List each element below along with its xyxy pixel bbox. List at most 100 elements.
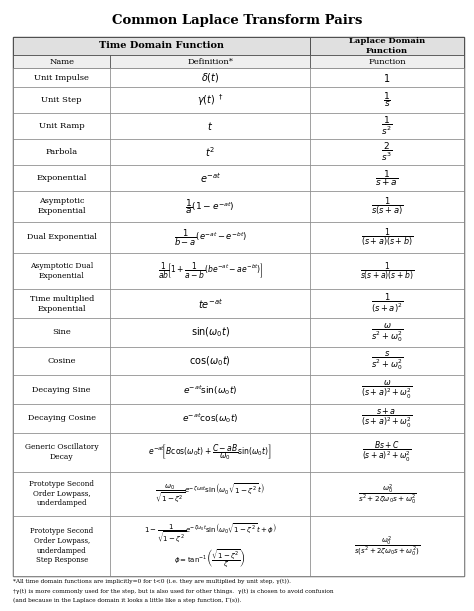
Bar bbox=[310, 346, 464, 375]
Text: Unit Impulse: Unit Impulse bbox=[34, 73, 89, 81]
Bar bbox=[13, 191, 110, 222]
Bar bbox=[110, 222, 310, 253]
Bar bbox=[310, 253, 464, 290]
Bar bbox=[310, 433, 464, 472]
Text: †γ(t) is more commonly used for the step, but is also used for other things.  γ(: †γ(t) is more commonly used for the step… bbox=[13, 588, 334, 594]
Bar bbox=[13, 516, 110, 576]
Bar bbox=[110, 87, 310, 112]
Text: $e^{-at}\sin(\omega_0 t)$: $e^{-at}\sin(\omega_0 t)$ bbox=[183, 382, 237, 397]
Text: Laplace Domain
Function: Laplace Domain Function bbox=[349, 37, 425, 55]
Text: $\dfrac{1}{s(s+a)(s+b)}$: $\dfrac{1}{s(s+a)(s+b)}$ bbox=[360, 260, 414, 282]
Bar bbox=[13, 253, 110, 290]
Text: Dual Exponential: Dual Exponential bbox=[27, 233, 97, 241]
Text: $\dfrac{s+a}{(s+a)^2+\omega_0^2}$: $\dfrac{s+a}{(s+a)^2+\omega_0^2}$ bbox=[361, 406, 413, 430]
Text: $\dfrac{\omega_0^2}{s(s^2+2\zeta\omega_0 s+\omega_0^2)}$: $\dfrac{\omega_0^2}{s(s^2+2\zeta\omega_0… bbox=[354, 534, 420, 558]
Text: $\dfrac{1}{(s+a)(s+b)}$: $\dfrac{1}{(s+a)(s+b)}$ bbox=[361, 227, 413, 248]
Text: $\dfrac{Bs+C}{(s+a)^2+\omega_0^2}$: $\dfrac{Bs+C}{(s+a)^2+\omega_0^2}$ bbox=[362, 440, 412, 464]
Text: Time Domain Function: Time Domain Function bbox=[100, 42, 224, 50]
Text: Asymptotic
Exponential: Asymptotic Exponential bbox=[37, 197, 86, 215]
Bar bbox=[310, 318, 464, 346]
Text: $e^{-at}\cos(\omega_0 t)$: $e^{-at}\cos(\omega_0 t)$ bbox=[182, 411, 238, 425]
Bar bbox=[13, 55, 110, 68]
Text: Exponential: Exponential bbox=[36, 174, 87, 181]
Bar bbox=[13, 112, 110, 139]
Bar bbox=[310, 222, 464, 253]
Bar bbox=[110, 191, 310, 222]
Bar bbox=[310, 139, 464, 164]
Text: $\dfrac{2}{s^3}$: $\dfrac{2}{s^3}$ bbox=[382, 141, 392, 163]
Text: $\dfrac{\omega_0^2}{s^2+2\zeta\omega_0 s+\omega_0^2}$: $\dfrac{\omega_0^2}{s^2+2\zeta\omega_0 s… bbox=[357, 481, 417, 505]
Bar bbox=[110, 433, 310, 472]
Text: Generic Oscillatory
Decay: Generic Oscillatory Decay bbox=[25, 443, 99, 461]
Text: Decaying Sine: Decaying Sine bbox=[32, 386, 91, 393]
Text: $1$: $1$ bbox=[383, 71, 391, 84]
Bar bbox=[310, 68, 464, 87]
Bar bbox=[310, 290, 464, 318]
Bar bbox=[13, 472, 110, 516]
Text: $1-\dfrac{1}{\sqrt{1-\zeta^2}}e^{-\zeta\omega_0 t}\sin\!\left(\omega_0\sqrt{1-\z: $1-\dfrac{1}{\sqrt{1-\zeta^2}}e^{-\zeta\… bbox=[144, 521, 277, 570]
Bar bbox=[13, 164, 110, 191]
Bar bbox=[310, 55, 464, 68]
Text: $\cos(\omega_0 t)$: $\cos(\omega_0 t)$ bbox=[190, 354, 231, 368]
Bar bbox=[310, 112, 464, 139]
Text: Unit Step: Unit Step bbox=[41, 96, 82, 104]
Bar bbox=[13, 346, 110, 375]
Bar bbox=[110, 112, 310, 139]
Text: *All time domain functions are implicitly=0 for t<0 (i.e. they are multiplied by: *All time domain functions are implicitl… bbox=[13, 579, 291, 584]
Text: $\sin(\omega_0 t)$: $\sin(\omega_0 t)$ bbox=[191, 326, 230, 339]
Text: Sine: Sine bbox=[52, 328, 71, 337]
Bar bbox=[13, 404, 110, 433]
Bar bbox=[13, 68, 110, 87]
Bar bbox=[110, 55, 310, 68]
Text: Prototype Second
Order Lowpass,
underdamped
Step Response: Prototype Second Order Lowpass, underdam… bbox=[30, 527, 93, 565]
Bar bbox=[13, 37, 310, 55]
Bar bbox=[310, 516, 464, 576]
Text: $\dfrac{1}{s+a}$: $\dfrac{1}{s+a}$ bbox=[375, 168, 399, 188]
Bar bbox=[110, 68, 310, 87]
Text: $te^{-at}$: $te^{-at}$ bbox=[198, 297, 223, 310]
Text: $e^{-at}\!\left[B\cos(\omega_0 t)+\dfrac{C-aB}{\omega_0}\sin(\omega_0 t)\right]$: $e^{-at}\!\left[B\cos(\omega_0 t)+\dfrac… bbox=[148, 442, 272, 462]
Text: $\dfrac{\omega_0}{\sqrt{1-\zeta^2}}e^{-\zeta\omega_0 t}\sin\!\left(\omega_0\sqrt: $\dfrac{\omega_0}{\sqrt{1-\zeta^2}}e^{-\… bbox=[155, 481, 265, 506]
Bar bbox=[110, 139, 310, 164]
Text: $\dfrac{\omega}{s^2+\omega_0^2}$: $\dfrac{\omega}{s^2+\omega_0^2}$ bbox=[371, 321, 403, 343]
Text: $\dfrac{\omega}{(s+a)^2+\omega_0^2}$: $\dfrac{\omega}{(s+a)^2+\omega_0^2}$ bbox=[361, 378, 413, 401]
Text: $\dfrac{1}{(s+a)^2}$: $\dfrac{1}{(s+a)^2}$ bbox=[371, 292, 403, 315]
Bar bbox=[110, 404, 310, 433]
Text: $t$: $t$ bbox=[207, 120, 213, 131]
Text: $\gamma(t)$ $^\dagger$: $\gamma(t)$ $^\dagger$ bbox=[197, 92, 224, 108]
Bar bbox=[110, 375, 310, 404]
Text: $\dfrac{1}{s}$: $\dfrac{1}{s}$ bbox=[383, 90, 391, 109]
Bar bbox=[13, 433, 110, 472]
Bar bbox=[110, 253, 310, 290]
Bar bbox=[310, 191, 464, 222]
Text: (and because in the Laplace domain it looks a little like a step function, Γ(s)): (and because in the Laplace domain it lo… bbox=[13, 598, 242, 604]
Text: Asymptotic Dual
Exponential: Asymptotic Dual Exponential bbox=[30, 262, 93, 280]
Text: $\dfrac{1}{s^2}$: $\dfrac{1}{s^2}$ bbox=[382, 114, 392, 137]
Text: $t^2$: $t^2$ bbox=[205, 145, 215, 158]
Bar bbox=[310, 164, 464, 191]
Bar bbox=[110, 164, 310, 191]
Bar bbox=[110, 516, 310, 576]
Text: Decaying Cosine: Decaying Cosine bbox=[27, 414, 96, 422]
Text: Time multiplied
Exponential: Time multiplied Exponential bbox=[29, 295, 94, 313]
Text: $e^{-at}$: $e^{-at}$ bbox=[200, 170, 221, 185]
Text: $\dfrac{1}{a}(1-e^{-at})$: $\dfrac{1}{a}(1-e^{-at})$ bbox=[185, 197, 235, 216]
Text: $\delta(t)$: $\delta(t)$ bbox=[201, 71, 219, 84]
Bar bbox=[110, 346, 310, 375]
Bar bbox=[310, 404, 464, 433]
Text: $\dfrac{1}{ab}\!\left[1+\dfrac{1}{a-b}\left(be^{-at}-ae^{-bt}\right)\right]$: $\dfrac{1}{ab}\!\left[1+\dfrac{1}{a-b}\l… bbox=[157, 261, 263, 282]
Bar bbox=[110, 290, 310, 318]
Bar bbox=[13, 139, 110, 164]
Text: Name: Name bbox=[49, 57, 74, 66]
Text: $\dfrac{1}{b-a}\left(e^{-at}-e^{-bt}\right)$: $\dfrac{1}{b-a}\left(e^{-at}-e^{-bt}\rig… bbox=[173, 227, 247, 248]
Text: Unit Ramp: Unit Ramp bbox=[39, 122, 84, 130]
Text: $\dfrac{s}{s^2+\omega_0^2}$: $\dfrac{s}{s^2+\omega_0^2}$ bbox=[371, 349, 403, 372]
Text: Parbola: Parbola bbox=[46, 148, 78, 156]
Bar bbox=[110, 318, 310, 346]
Bar bbox=[13, 37, 464, 576]
Bar bbox=[110, 472, 310, 516]
Text: $\dfrac{1}{s(s+a)}$: $\dfrac{1}{s(s+a)}$ bbox=[371, 196, 403, 217]
Text: Prototype Second
Order Lowpass,
underdamped: Prototype Second Order Lowpass, underdam… bbox=[29, 480, 94, 508]
Text: Cosine: Cosine bbox=[47, 357, 76, 365]
Bar bbox=[13, 290, 110, 318]
